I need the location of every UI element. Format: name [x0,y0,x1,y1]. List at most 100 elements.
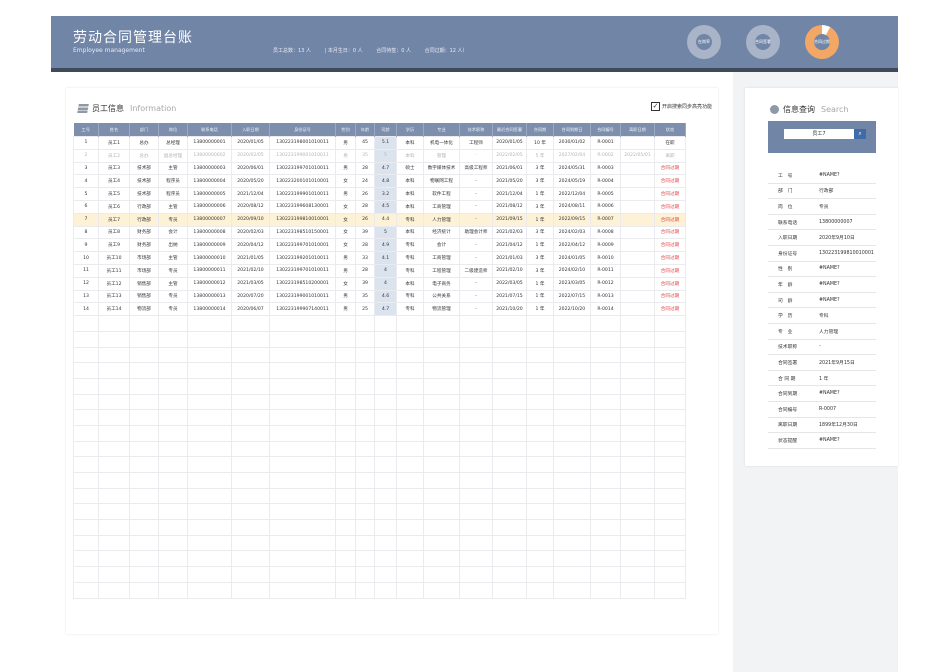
table-cell: 5 年 [526,148,554,163]
table-cell: 130223199001010011 [269,289,336,304]
table-cell: 26 [355,212,375,227]
table-row[interactable]: 2 员工2 总办 副总经理 13800000002 2020/02/05 130223199… [73,148,686,163]
table-row[interactable]: 10 员工10 市场部 主管 13800000010 2021/01/05 13022319… [73,251,686,265]
page-subtitle: Employee management [73,47,145,54]
empty-row [73,550,686,568]
table-cell [620,276,655,291]
empty-row [73,472,686,489]
table-cell: 13800000004 [187,174,232,189]
table-cell: 3 年 [526,199,554,214]
table-cell: 2021/03/05 [231,276,270,291]
table-cell: 技术部 [129,187,159,201]
table-cell: 35 [355,289,375,304]
table-cell: 男 [335,148,356,163]
table-cell: R-0008 [590,225,621,240]
detail-value: 专员 [813,198,876,215]
table-cell [620,174,655,189]
search-box: 员工7 ⌕ [768,121,876,153]
detail-label: 工 号 [768,168,813,184]
detail-value: #NAME? [813,261,876,278]
search-button[interactable]: ⌕ [854,129,866,139]
detail-value: 2021年9月15日 [813,354,876,371]
table-cell: 合同过期 [654,225,686,240]
table-cell: 合同过期 [654,251,686,265]
table-cell: 主管 [158,251,188,265]
table-cell: - [459,187,493,201]
table-cell: 4.9 [374,238,397,253]
table-cell: 2021/12/04 [492,187,527,201]
table-cell: 副总经理 [158,148,188,163]
table-cell: 2024/08/11 [553,199,591,214]
detail-row: 合同编号 R-0007 [768,401,876,418]
table-cell: 销售部 [129,289,159,304]
table-row[interactable]: 3 员工3 技术部 主管 13800000003 2020/06/01 1302231997… [73,161,686,176]
table-cell: 13800000010 [187,251,232,265]
table-cell: 工商管理 [423,251,460,265]
summary-stats: 员工总数：13 人 | 本月生日：0 人 合同待签：0 人 合同过期：12 人） [273,47,480,54]
column-header: 合同期 [526,123,554,137]
detail-value: 1 年 [813,370,876,387]
table-cell: 本科 [396,174,424,189]
table-row[interactable]: 5 员工5 技术部 程序员 13800000005 2021/12/04 130223199… [73,187,686,201]
column-header: 身份证号 [269,123,336,137]
table-cell: 技术部 [129,174,159,189]
table-cell: R-0005 [590,187,621,201]
table-cell: 2022/10/20 [553,302,591,317]
detail-label: 联系电话 [768,214,813,231]
table-cell: 物流管理 [423,302,460,317]
donut-chart-expired: 合同过期 [805,25,839,59]
checkbox-checked-icon[interactable]: ✓ [651,102,660,111]
table-cell: 专科 [396,302,424,317]
table-cell: 11 [73,263,99,278]
column-header: 学历 [396,123,424,137]
table-row[interactable]: 13 员工13 销售部 专员 13800000013 2020/07/20 13022319… [73,289,686,304]
sync-highlight-toggle[interactable]: ✓ 开启搜索同步高亮功能 [651,102,713,111]
table-cell: 2024/01/05 [553,251,591,265]
header-divider [51,68,898,72]
empty-row [73,377,686,395]
table-cell [620,136,655,150]
table-cell [620,238,655,253]
detail-label: 合同签署 [768,354,813,371]
table-cell: 130223199907140011 [269,302,336,317]
table-cell: 经济统计 [423,225,460,240]
empty-row [73,566,686,583]
table-row[interactable]: 8 员工8 财务部 会计 13800000008 2020/02/03 1302231985… [73,225,686,240]
table-cell: 3 年 [526,263,554,278]
table-cell: 28 [355,161,375,176]
table-cell: 员工12 [98,276,130,291]
table-cell [620,225,655,240]
table-cell: 员工4 [98,174,130,189]
table-row[interactable]: 4 员工4 技术部 程序员 13800000004 2020/05/20 130223200… [73,174,686,189]
table-row[interactable]: 11 员工11 市场部 专员 13800000011 2021/02/10 13022319… [73,263,686,278]
table-cell: 2021/09/15 [492,212,527,227]
table-row[interactable]: 6 员工6 行政部 主管 13800000006 2020/08/12 1302231996… [73,199,686,214]
donut-label: 合同过期 [814,39,830,44]
table-row[interactable]: 9 员工9 财务部 出纳 13800000009 2020/04/12 1302231997… [73,238,686,253]
table-cell: 工商管理 [423,199,460,214]
table-cell: 2020/05/20 [231,174,270,189]
table-cell: 员工2 [98,148,130,163]
table-row[interactable]: 14 员工14 物流部 专员 13800000014 2020/06/07 13022319… [73,302,686,317]
table-cell: 2021/07/15 [492,289,527,304]
table-row[interactable]: 1 员工1 总办 总经理 13800000001 2020/01/05 1302231980… [73,136,686,150]
table-row[interactable]: 12 员工12 销售部 主管 13800000012 2021/03/05 13022319… [73,276,686,291]
table-row[interactable]: 7 员工7 行政部 专员 13800000007 2020/09/10 1302231998… [73,212,686,227]
table-cell: 物联网工程 [423,174,460,189]
table-cell: R-0009 [590,238,621,253]
search-input[interactable]: 员工7 [784,129,854,139]
table-cell: 2021/02/10 [492,263,527,278]
detail-label: 专 业 [768,323,813,340]
table-cell: 员工8 [98,225,130,240]
table-cell: R-0006 [590,199,621,214]
column-header: 最近合同签署 [492,123,527,137]
stat-total: 员工总数：13 人 [273,48,311,54]
table-cell: R-0011 [590,263,621,278]
detail-value: #NAME? [813,168,876,184]
table-cell: 专科 [396,212,424,227]
table-cell: 10 [73,251,99,265]
donut-chart-signed: 合同签署 [746,25,780,59]
table-cell: 13800000003 [187,161,232,176]
table-cell: 130223198001010011 [269,136,336,150]
detail-label: 合 同 期 [768,370,813,387]
